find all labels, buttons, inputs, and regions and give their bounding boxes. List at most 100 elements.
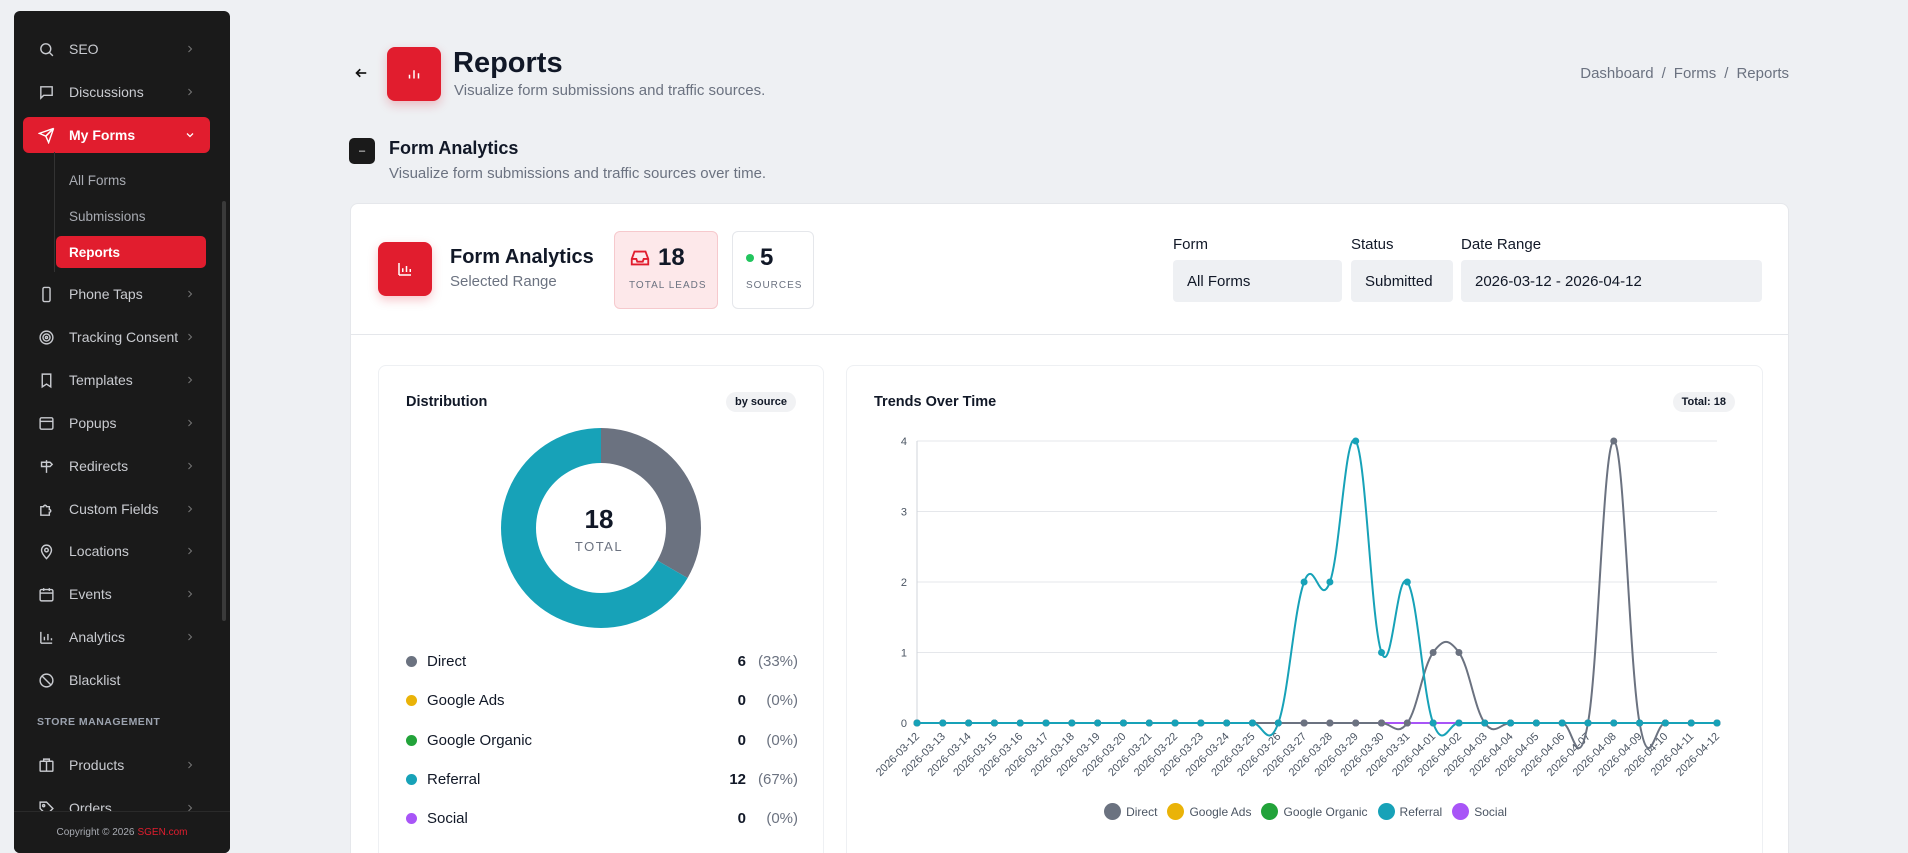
legend-row-social: Social 0 (0%) [406,808,798,828]
collapse-icon[interactable]: – [349,138,375,164]
sidebar-item-my-forms[interactable]: My Forms [23,117,210,153]
legend-item-google-organic[interactable]: Google Organic [1261,803,1368,820]
chevron-right-icon [184,587,196,603]
y-tick-label: 1 [901,648,907,660]
y-tick-label: 4 [901,436,907,448]
chevron-right-icon [184,544,196,560]
data-point-referral [1094,719,1102,727]
legend-count: 12 [729,770,746,788]
legend-item-direct[interactable]: Direct [1104,803,1157,820]
legend-item-referral[interactable]: Referral [1377,803,1442,820]
referral-dot [406,773,417,785]
breadcrumb-dashboard[interactable]: Dashboard [1580,65,1654,82]
sidebar-subitem-submissions[interactable]: Submissions [56,200,206,232]
data-point-referral [939,719,947,727]
chevron-right-icon [184,287,196,303]
status-select[interactable]: Submitted [1351,260,1453,302]
chevron-right-icon [184,459,196,475]
data-point-referral [1378,649,1386,656]
sidebar-item-discussions[interactable]: Discussions [23,74,210,110]
data-point-direct [1326,719,1334,727]
section-label-store-management: STORE MANAGEMENT [37,716,161,728]
sidebar-item-label: Phone Taps [69,286,143,302]
sidebar-item-events[interactable]: Events [23,576,210,612]
donut-slice-referral [501,428,688,628]
sidebar-item-locations[interactable]: Locations [23,533,210,569]
sidebar-item-label: Products [69,757,125,773]
data-point-direct [1610,437,1618,445]
bookmark-icon [36,370,56,390]
analytics-card: Form Analytics Selected Range 18 TOTAL L… [350,203,1789,853]
date-range-input[interactable]: 2026-03-12 - 2026-04-12 [1461,260,1762,302]
form-filter-label: Form [1173,236,1208,253]
sidebar-item-analytics[interactable]: Analytics [23,619,210,655]
data-point-referral [1197,719,1205,727]
legend-count: 6 [737,652,746,670]
breadcrumb-reports: Reports [1736,65,1789,82]
brand-link[interactable]: SGEN.com [137,827,188,838]
sidebar-item-products[interactable]: Products [23,747,210,783]
chevron-right-icon [184,630,196,646]
section-title: Form Analytics [389,138,519,158]
sidebar-item-popups[interactable]: Popups [23,405,210,441]
breadcrumb-forms[interactable]: Forms [1673,65,1717,82]
phone-icon [36,284,56,304]
signpost-icon [36,456,56,476]
search-icon [36,39,56,59]
sidebar-item-label: Blacklist [69,672,121,688]
legend-row-referral: Referral 12 (67%) [406,769,798,789]
sidebar-subitem-all-forms[interactable]: All Forms [56,164,206,196]
sidebar-subitem-reports[interactable]: Reports [56,236,206,268]
chevron-right-icon [184,801,196,817]
data-point-referral [1042,719,1050,727]
sidebar-item-tracking-consent[interactable]: Tracking Consent [23,319,210,355]
distribution-title: Distribution [406,394,488,410]
legend-label: Google Organic [1283,804,1368,819]
copyright: Copyright © 2026 SGEN.com [14,811,230,853]
breadcrumb-separator: / [1661,65,1666,82]
legend-count: 0 [737,809,746,827]
data-point-referral [1248,719,1256,727]
sidebar-item-seo[interactable]: SEO [23,31,210,67]
data-point-direct [1403,719,1411,727]
card-subtitle: Selected Range [450,273,557,290]
chevron-right-icon [184,502,196,518]
data-point-referral [913,719,921,727]
legend-pct: (0%) [766,691,798,709]
sidebar-item-label: My Forms [69,127,136,143]
data-point-direct [1455,649,1463,656]
legend-item-google-ads[interactable]: Google Ads [1167,803,1251,820]
chevron-right-icon [184,330,196,346]
legend-pct: (0%) [766,731,798,749]
sidebar-item-redirects[interactable]: Redirects [23,448,210,484]
data-point-referral [1481,719,1489,727]
data-point-referral [965,719,973,727]
data-point-referral [1223,719,1231,727]
back-arrow-icon[interactable] [352,64,370,82]
data-point-referral [990,719,998,727]
sidebar-item-custom-fields[interactable]: Custom Fields [23,491,210,527]
donut-total: 18 [584,504,614,534]
data-point-referral [1068,719,1076,727]
legend-item-social[interactable]: Social [1452,803,1507,820]
legend-swatch [1167,803,1185,820]
chevron-right-icon [184,373,196,389]
subitem-label: Submissions [69,208,146,224]
total-leads-label: TOTAL LEADS [629,280,707,291]
sidebar-item-blacklist[interactable]: Blacklist [23,662,210,698]
copyright-text: Copyright © 2026 [56,827,135,838]
status-dot-icon [746,254,754,262]
total-badge: Total: 18 [1672,392,1735,412]
sidebar-item-templates[interactable]: Templates [23,362,210,398]
chevron-right-icon [184,758,196,774]
form-select[interactable]: All Forms [1173,260,1342,302]
sidebar-scrollbar[interactable] [222,201,226,621]
legend-swatch [1377,803,1395,820]
legend-swatch [1452,803,1470,820]
trends-title: Trends Over Time [874,394,997,410]
data-point-direct [1352,719,1360,727]
total-leads-stat: 18 TOTAL LEADS [614,231,718,309]
sidebar-item-phone-taps[interactable]: Phone Taps [23,276,210,312]
breadcrumb: Dashboard / Forms / Reports [1580,65,1789,82]
sidebar-item-label: SEO [69,41,99,57]
